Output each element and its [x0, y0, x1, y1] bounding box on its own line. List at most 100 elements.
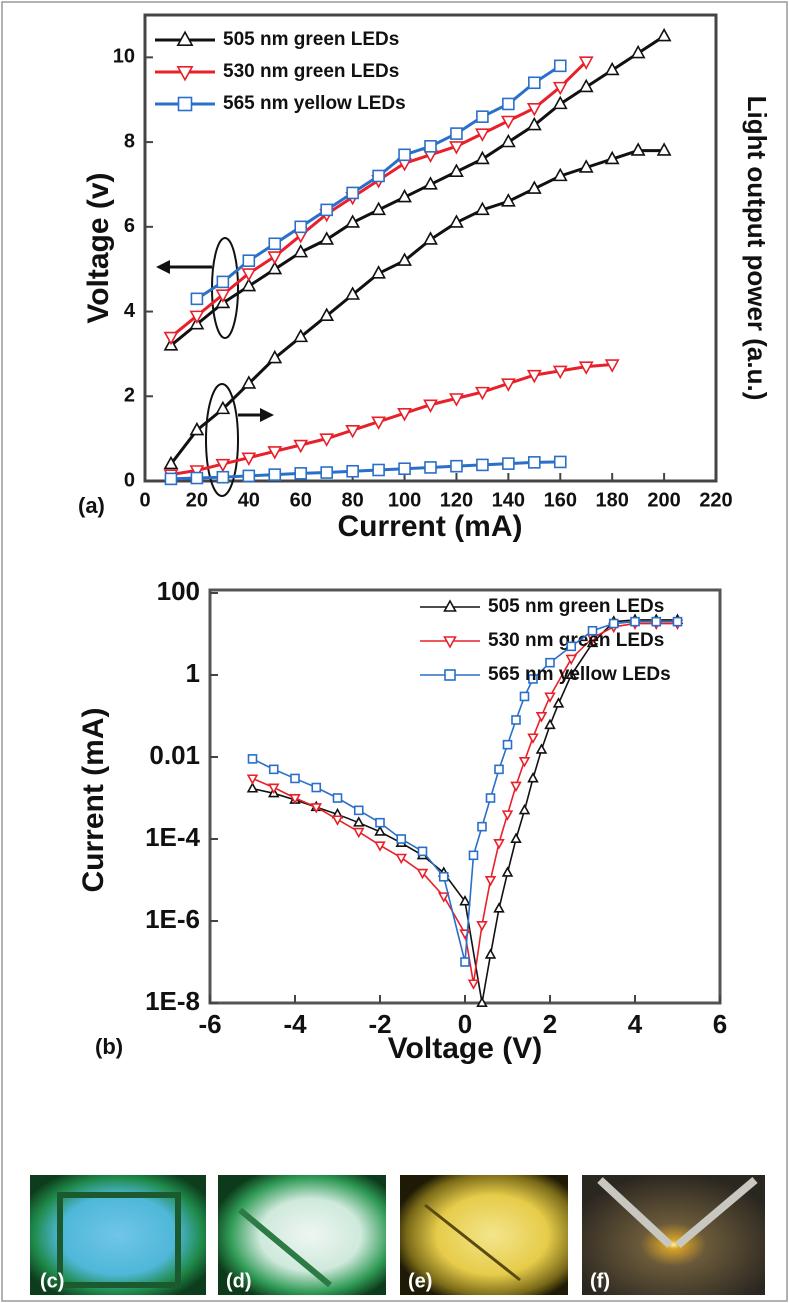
photo [218, 1175, 386, 1295]
marker [528, 456, 541, 469]
marker [578, 56, 594, 70]
marker [535, 743, 548, 754]
marker [294, 467, 308, 480]
marker [526, 180, 542, 194]
legend-label: 565 nm yellow LEDs [223, 93, 406, 114]
marker [164, 472, 178, 486]
marker [241, 277, 257, 292]
marker [437, 892, 450, 903]
marker [332, 793, 343, 803]
series-line [169, 149, 665, 465]
x-tick-label: -6 [198, 1009, 221, 1039]
marker [501, 810, 514, 821]
marker [500, 378, 516, 392]
y-tick-label: 10 [113, 46, 135, 68]
marker [216, 470, 230, 484]
marker [320, 203, 333, 217]
marker [475, 201, 490, 216]
marker [544, 692, 556, 703]
y-axis-label: Current (mA) [77, 708, 110, 893]
marker [476, 458, 489, 472]
x-tick-label: -2 [368, 1009, 391, 1039]
y-tick-label: 1 [186, 658, 200, 688]
marker [215, 458, 231, 473]
marker [630, 616, 640, 627]
marker [526, 116, 542, 131]
marker [450, 459, 463, 473]
x-tick-label: 20 [186, 489, 208, 511]
marker [565, 654, 578, 666]
marker [268, 764, 279, 775]
marker [397, 252, 412, 266]
marker [475, 386, 490, 401]
y-tick-label: 4 [124, 300, 136, 322]
marker [290, 773, 300, 784]
marker [267, 783, 280, 794]
y-tick-label: 2 [124, 385, 135, 407]
marker [467, 979, 480, 990]
marker [604, 150, 620, 165]
marker [449, 214, 464, 228]
legend-label: 530 nm green LEDs [223, 61, 399, 82]
marker [578, 361, 594, 375]
panel-label: (a) [78, 493, 105, 518]
marker [500, 133, 516, 148]
marker [177, 96, 193, 112]
marker [246, 782, 259, 793]
marker [553, 59, 567, 73]
marker [319, 433, 335, 447]
marker [476, 996, 488, 1008]
marker [475, 150, 490, 165]
marker [246, 774, 259, 785]
marker [372, 463, 385, 477]
marker [353, 805, 364, 816]
marker [215, 400, 231, 415]
marker [190, 292, 204, 306]
legend-label: 565 nm yellow LEDs [488, 664, 671, 685]
marker [267, 260, 283, 275]
marker [375, 817, 385, 828]
legend-label: 505 nm green LEDs [223, 29, 399, 50]
series-line [170, 460, 561, 481]
marker [293, 439, 309, 454]
marker [484, 875, 497, 887]
marker [449, 393, 464, 407]
marker [163, 331, 179, 346]
y-tick-label: 6 [124, 215, 135, 237]
y-tick-label: 1E-8 [145, 986, 200, 1016]
legend-label: 530 nm green LEDs [488, 630, 664, 651]
marker [397, 188, 412, 203]
marker [293, 243, 309, 258]
marker [519, 691, 530, 702]
marker [460, 957, 470, 967]
marker [444, 669, 456, 681]
marker [526, 103, 542, 117]
marker [476, 920, 488, 932]
y-tick-label: 100 [157, 576, 200, 606]
marker [268, 468, 282, 481]
marker [449, 141, 464, 155]
marker [267, 446, 283, 460]
marker [604, 61, 620, 76]
marker [189, 310, 205, 325]
marker [502, 739, 513, 750]
marker [578, 78, 594, 93]
marker [398, 462, 411, 476]
marker [475, 128, 490, 142]
marker [477, 821, 487, 832]
photo-label: (d) [226, 1270, 252, 1292]
marker [587, 625, 598, 636]
marker [396, 834, 407, 844]
marker [501, 866, 514, 877]
marker [311, 782, 322, 793]
marker [449, 163, 464, 177]
marker [289, 793, 301, 805]
marker [443, 636, 457, 649]
marker [294, 220, 308, 234]
y-tick-label: 1E-6 [145, 904, 200, 934]
photo-row: (c) (d) (e) (f) [30, 1175, 765, 1295]
x-tick-label: 140 [492, 489, 525, 511]
marker [552, 365, 568, 380]
